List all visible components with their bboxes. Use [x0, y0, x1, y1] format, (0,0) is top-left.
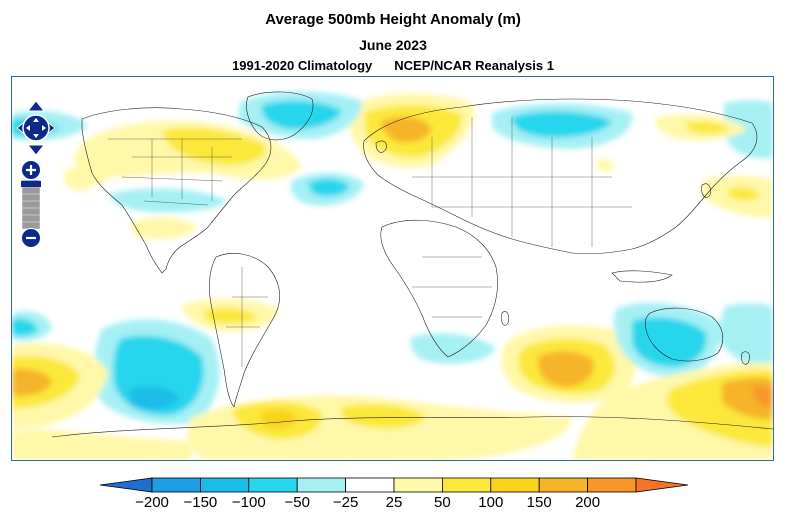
- colorbar-extend-low: [99, 477, 153, 493]
- colorbar-segment: [151, 477, 201, 493]
- map-canvas[interactable]: [12, 77, 773, 460]
- zoom-slider-handle[interactable]: [21, 181, 41, 187]
- plus-icon: [26, 165, 36, 175]
- pan-down-button[interactable]: [26, 144, 46, 156]
- colorbar-segment: [393, 477, 443, 493]
- country-borders: [108, 117, 632, 367]
- europe-asia-outline: [363, 98, 758, 255]
- indonesia-outline: [611, 270, 673, 283]
- map-subtitle: 1991-2020 Climatology NCEP/NCAR Reanalysi…: [0, 58, 786, 73]
- colorbar-tick-label: −50: [284, 494, 310, 511]
- new-zealand-outline: [741, 351, 750, 365]
- zoom-control[interactable]: [20, 160, 42, 248]
- antarctica-outline: [51, 416, 773, 438]
- colorbar-extend-high: [635, 477, 689, 493]
- zoom-out-button[interactable]: [21, 228, 41, 248]
- colorbar-segment: [296, 477, 346, 493]
- south-america-outline: [209, 253, 280, 408]
- madagascar-outline: [501, 311, 509, 326]
- colorbar-tick-label: −25: [332, 494, 359, 511]
- uk-outline: [375, 140, 387, 153]
- colorbar-segment: [200, 477, 250, 493]
- colorbar-tick-label: −100: [231, 494, 266, 511]
- colorbar-tick-label: −150: [183, 494, 218, 511]
- colorbar-tick-label: 50: [434, 494, 451, 511]
- africa-outline: [380, 219, 498, 358]
- colorbar-segment: [345, 477, 395, 493]
- climatology-label: 1991-2020 Climatology: [232, 58, 373, 73]
- colorbar-segment: [248, 477, 298, 493]
- map-title: Average 500mb Height Anomaly (m): [265, 11, 521, 28]
- colorbar-tick-label: 100: [478, 494, 504, 511]
- north-america-outline: [81, 107, 272, 274]
- pan-control[interactable]: [15, 99, 57, 157]
- zoom-in-button[interactable]: [21, 160, 41, 180]
- colorbar-segment: [490, 477, 540, 493]
- coastlines: [51, 91, 773, 438]
- colorbar-tick-label: −200: [135, 494, 169, 511]
- map-date: June 2023: [359, 37, 427, 53]
- colorbar-tick-label: 200: [575, 494, 601, 511]
- pan-arrows-icon: [26, 118, 46, 138]
- colorbar-segment: [441, 477, 492, 493]
- zoom-slider-track[interactable]: [21, 179, 41, 230]
- anomaly-map[interactable]: [11, 76, 774, 461]
- colorbar-tick-label: 25: [385, 494, 403, 511]
- japan-outline: [701, 183, 711, 198]
- greenland-outline: [246, 91, 314, 141]
- colorbar-segment: [538, 477, 589, 493]
- source-label: NCEP/NCAR Reanalysis 1: [394, 58, 554, 73]
- pan-center-disc: [22, 114, 50, 142]
- pan-up-button[interactable]: [26, 100, 46, 112]
- colorbar-tick-label: 150: [526, 494, 552, 511]
- colorbar-segment: [587, 477, 637, 493]
- australia-outline: [644, 307, 724, 362]
- colorbar-segments: [99, 477, 689, 493]
- colorbar: [99, 477, 689, 493]
